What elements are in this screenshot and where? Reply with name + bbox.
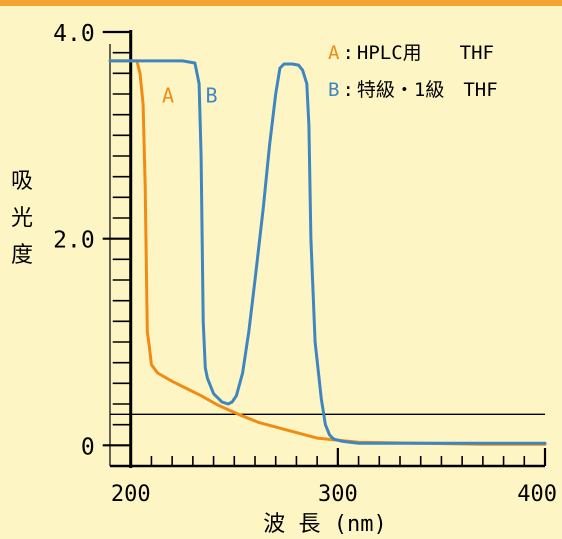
x-tick-label: 300 <box>318 482 358 507</box>
legend-entry-b: B: 特級・1級 THF <box>328 79 498 101</box>
y-axis-title-char: 吸 <box>11 169 33 194</box>
curve-label-a: A <box>162 83 174 107</box>
legend-key: A <box>328 42 340 64</box>
y-tick-label: 2.0 <box>53 228 95 254</box>
y-axis-title-char: 光 <box>11 206 33 231</box>
legend-text: HPLC用 THF <box>357 42 494 64</box>
legend-separator: : <box>342 42 353 64</box>
y-tick-label: 0 <box>81 434 95 460</box>
x-axis-title: 波 長 (nm) <box>263 512 386 537</box>
legend-separator: : <box>342 79 353 101</box>
x-tick-label: 400 <box>517 482 557 507</box>
x-tick-label: 200 <box>111 482 151 507</box>
top-accent-bar <box>0 0 562 6</box>
series-line-b <box>108 59 547 445</box>
y-axis-title-char: 度 <box>11 243 33 268</box>
y-tick-label: 4.0 <box>53 21 95 47</box>
legend-key: B <box>328 79 339 101</box>
legend-text: 特級・1級 THF <box>357 79 498 101</box>
legend-entry-a: A: HPLC用 THF <box>328 42 494 64</box>
series-line-a <box>108 59 547 446</box>
curve-label-b: B <box>205 83 217 107</box>
